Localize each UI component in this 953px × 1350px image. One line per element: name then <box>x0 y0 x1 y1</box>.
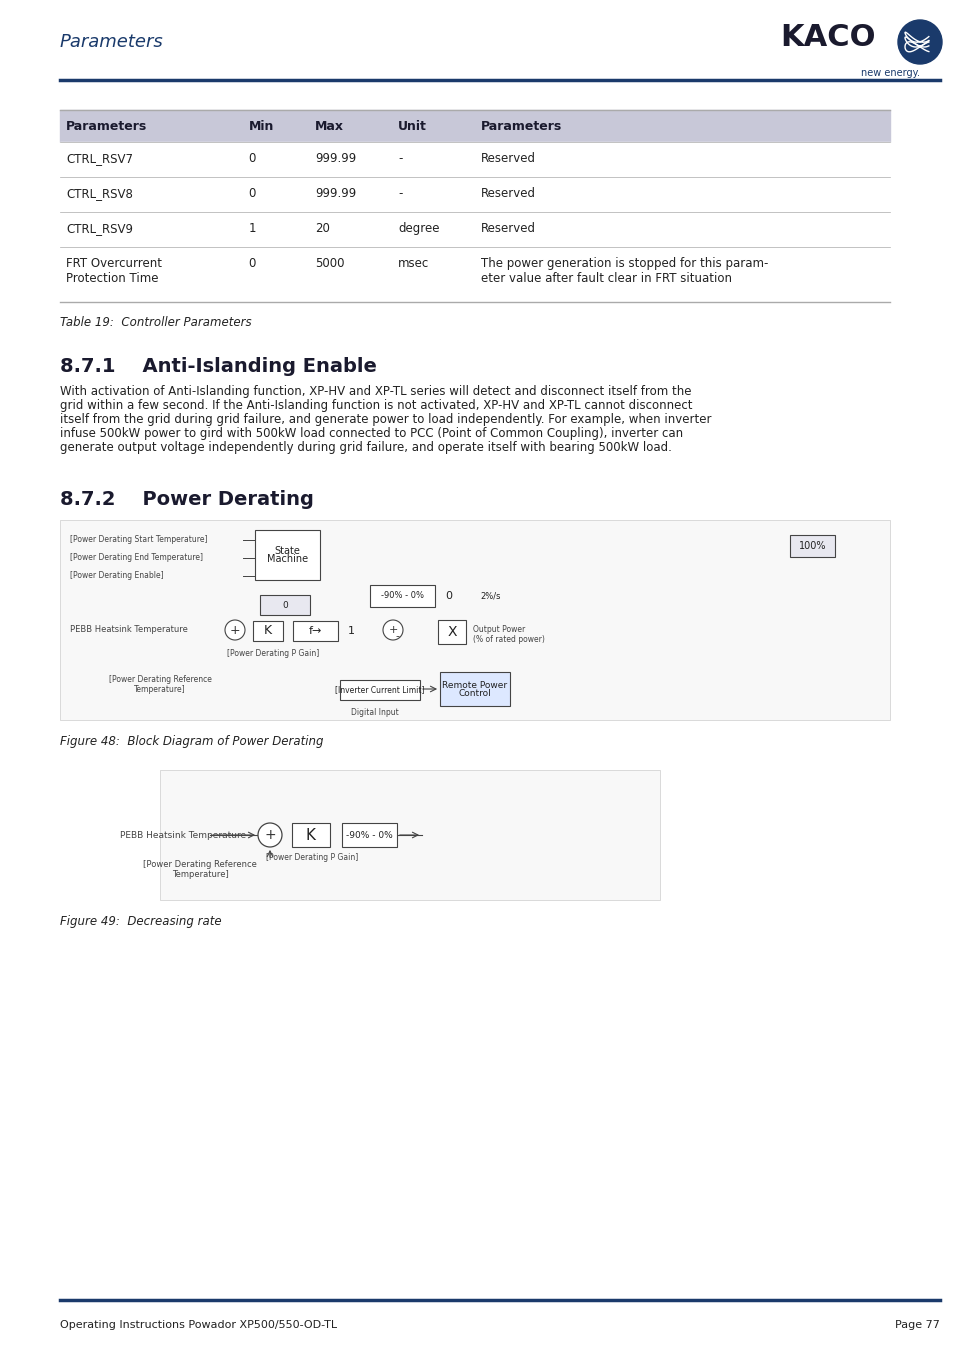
Text: Output Power
(% of rated power): Output Power (% of rated power) <box>473 625 544 644</box>
Text: 8.7.2    Power Derating: 8.7.2 Power Derating <box>60 490 314 509</box>
Text: Machine: Machine <box>267 554 308 564</box>
Text: K: K <box>264 625 272 637</box>
Text: itself from the grid during grid failure, and generate power to load independent: itself from the grid during grid failure… <box>60 413 711 427</box>
Text: Page 77: Page 77 <box>894 1320 939 1330</box>
Text: Reserved: Reserved <box>480 221 536 235</box>
Text: 20: 20 <box>314 221 330 235</box>
Bar <box>293 621 337 641</box>
Text: Reserved: Reserved <box>480 188 536 200</box>
Text: grid within a few second. If the Anti-Islanding function is not activated, XP-HV: grid within a few second. If the Anti-Is… <box>60 400 692 412</box>
Bar <box>253 621 283 641</box>
Text: -: - <box>397 188 402 200</box>
Text: new energy.: new energy. <box>861 68 919 78</box>
Text: degree: degree <box>397 221 439 235</box>
Bar <box>60 109 889 142</box>
Text: Parameters: Parameters <box>480 120 561 132</box>
Text: 1: 1 <box>249 221 255 235</box>
Circle shape <box>257 824 282 846</box>
Bar <box>60 247 889 302</box>
Text: K: K <box>306 828 315 842</box>
Text: 100%: 100% <box>798 541 825 551</box>
Circle shape <box>382 620 402 640</box>
Bar <box>60 520 889 720</box>
Text: Parameters: Parameters <box>66 120 147 132</box>
Text: [Power Derating P Gain]: [Power Derating P Gain] <box>266 853 357 863</box>
Text: [Power Derating Reference
Temperature]: [Power Derating Reference Temperature] <box>109 675 212 694</box>
Text: 0: 0 <box>249 256 255 270</box>
Text: generate output voltage independently during grid failure, and operate itself wi: generate output voltage independently du… <box>60 441 671 454</box>
Text: CTRL_RSV8: CTRL_RSV8 <box>66 188 132 200</box>
Text: X: X <box>447 625 456 639</box>
Bar <box>160 769 659 900</box>
Bar <box>60 212 889 247</box>
Circle shape <box>897 20 941 63</box>
Bar <box>789 535 834 558</box>
Text: Reserved: Reserved <box>480 153 536 165</box>
Text: FRT Overcurrent: FRT Overcurrent <box>66 256 162 270</box>
Text: KACO: KACO <box>780 23 875 53</box>
Text: +: + <box>264 828 275 842</box>
Text: f→: f→ <box>309 626 322 636</box>
Bar <box>254 531 319 580</box>
Text: Protection Time: Protection Time <box>66 271 158 285</box>
Text: With activation of Anti-Islanding function, XP-HV and XP-TL series will detect a: With activation of Anti-Islanding functi… <box>60 385 691 398</box>
Bar <box>439 672 510 706</box>
Bar <box>260 595 310 616</box>
Text: Digital Input: Digital Input <box>351 707 398 717</box>
Text: Remote Power: Remote Power <box>442 680 507 690</box>
Text: [Power Derating End Temperature]: [Power Derating End Temperature] <box>70 554 203 562</box>
Text: 999.99: 999.99 <box>314 153 355 165</box>
Text: +: + <box>230 624 240 636</box>
Text: Max: Max <box>314 120 344 132</box>
Bar <box>60 177 889 212</box>
Bar <box>60 142 889 177</box>
Text: infuse 500kW power to gird with 500kW load connected to PCC (Point of Common Cou: infuse 500kW power to gird with 500kW lo… <box>60 427 682 440</box>
Text: [Power Derating Enable]: [Power Derating Enable] <box>70 571 164 580</box>
Text: Unit: Unit <box>397 120 426 132</box>
Text: Table 19:  Controller Parameters: Table 19: Controller Parameters <box>60 316 252 329</box>
Text: Figure 49:  Decreasing rate: Figure 49: Decreasing rate <box>60 915 221 927</box>
Text: 8.7.1    Anti-Islanding Enable: 8.7.1 Anti-Islanding Enable <box>60 356 376 377</box>
Bar <box>292 824 330 846</box>
Text: Parameters: Parameters <box>60 32 164 51</box>
Text: PEBB Heatsink Temperature: PEBB Heatsink Temperature <box>70 625 188 634</box>
Text: [Power Derating Reference
Temperature]: [Power Derating Reference Temperature] <box>143 860 256 879</box>
Text: [Power Derating P Gain]: [Power Derating P Gain] <box>227 649 319 657</box>
Text: [Power Derating Start Temperature]: [Power Derating Start Temperature] <box>70 535 208 544</box>
Bar <box>339 680 419 701</box>
Bar <box>341 824 396 846</box>
Text: Min: Min <box>249 120 274 132</box>
Text: PEBB Heatsink Temperature: PEBB Heatsink Temperature <box>120 830 246 840</box>
Text: [Inverter Current Limit]: [Inverter Current Limit] <box>335 686 424 694</box>
Text: The power generation is stopped for this param-: The power generation is stopped for this… <box>480 256 767 270</box>
Text: CTRL_RSV9: CTRL_RSV9 <box>66 221 132 235</box>
Text: msec: msec <box>397 256 429 270</box>
Text: +: + <box>389 625 398 634</box>
Text: Figure 48:  Block Diagram of Power Derating: Figure 48: Block Diagram of Power Derati… <box>60 734 323 748</box>
Text: 0: 0 <box>444 591 452 601</box>
Text: eter value after fault clear in FRT situation: eter value after fault clear in FRT situ… <box>480 271 731 285</box>
Text: 0: 0 <box>249 153 255 165</box>
Text: 2%/s: 2%/s <box>479 591 500 601</box>
Text: Operating Instructions Powador XP500/550-OD-TL: Operating Instructions Powador XP500/550… <box>60 1320 336 1330</box>
Circle shape <box>225 620 245 640</box>
Text: -: - <box>395 630 398 641</box>
Text: 5000: 5000 <box>314 256 344 270</box>
Text: -: - <box>397 153 402 165</box>
Text: CTRL_RSV7: CTRL_RSV7 <box>66 153 132 165</box>
Text: 1: 1 <box>348 626 355 636</box>
Text: 0: 0 <box>282 601 288 609</box>
Bar <box>370 585 435 608</box>
Text: -90% - 0%: -90% - 0% <box>346 830 393 840</box>
Text: Control: Control <box>458 688 491 698</box>
Bar <box>437 620 465 644</box>
Text: 0: 0 <box>249 188 255 200</box>
Text: -90% - 0%: -90% - 0% <box>380 591 423 601</box>
Text: State: State <box>274 545 300 556</box>
Text: 999.99: 999.99 <box>314 188 355 200</box>
